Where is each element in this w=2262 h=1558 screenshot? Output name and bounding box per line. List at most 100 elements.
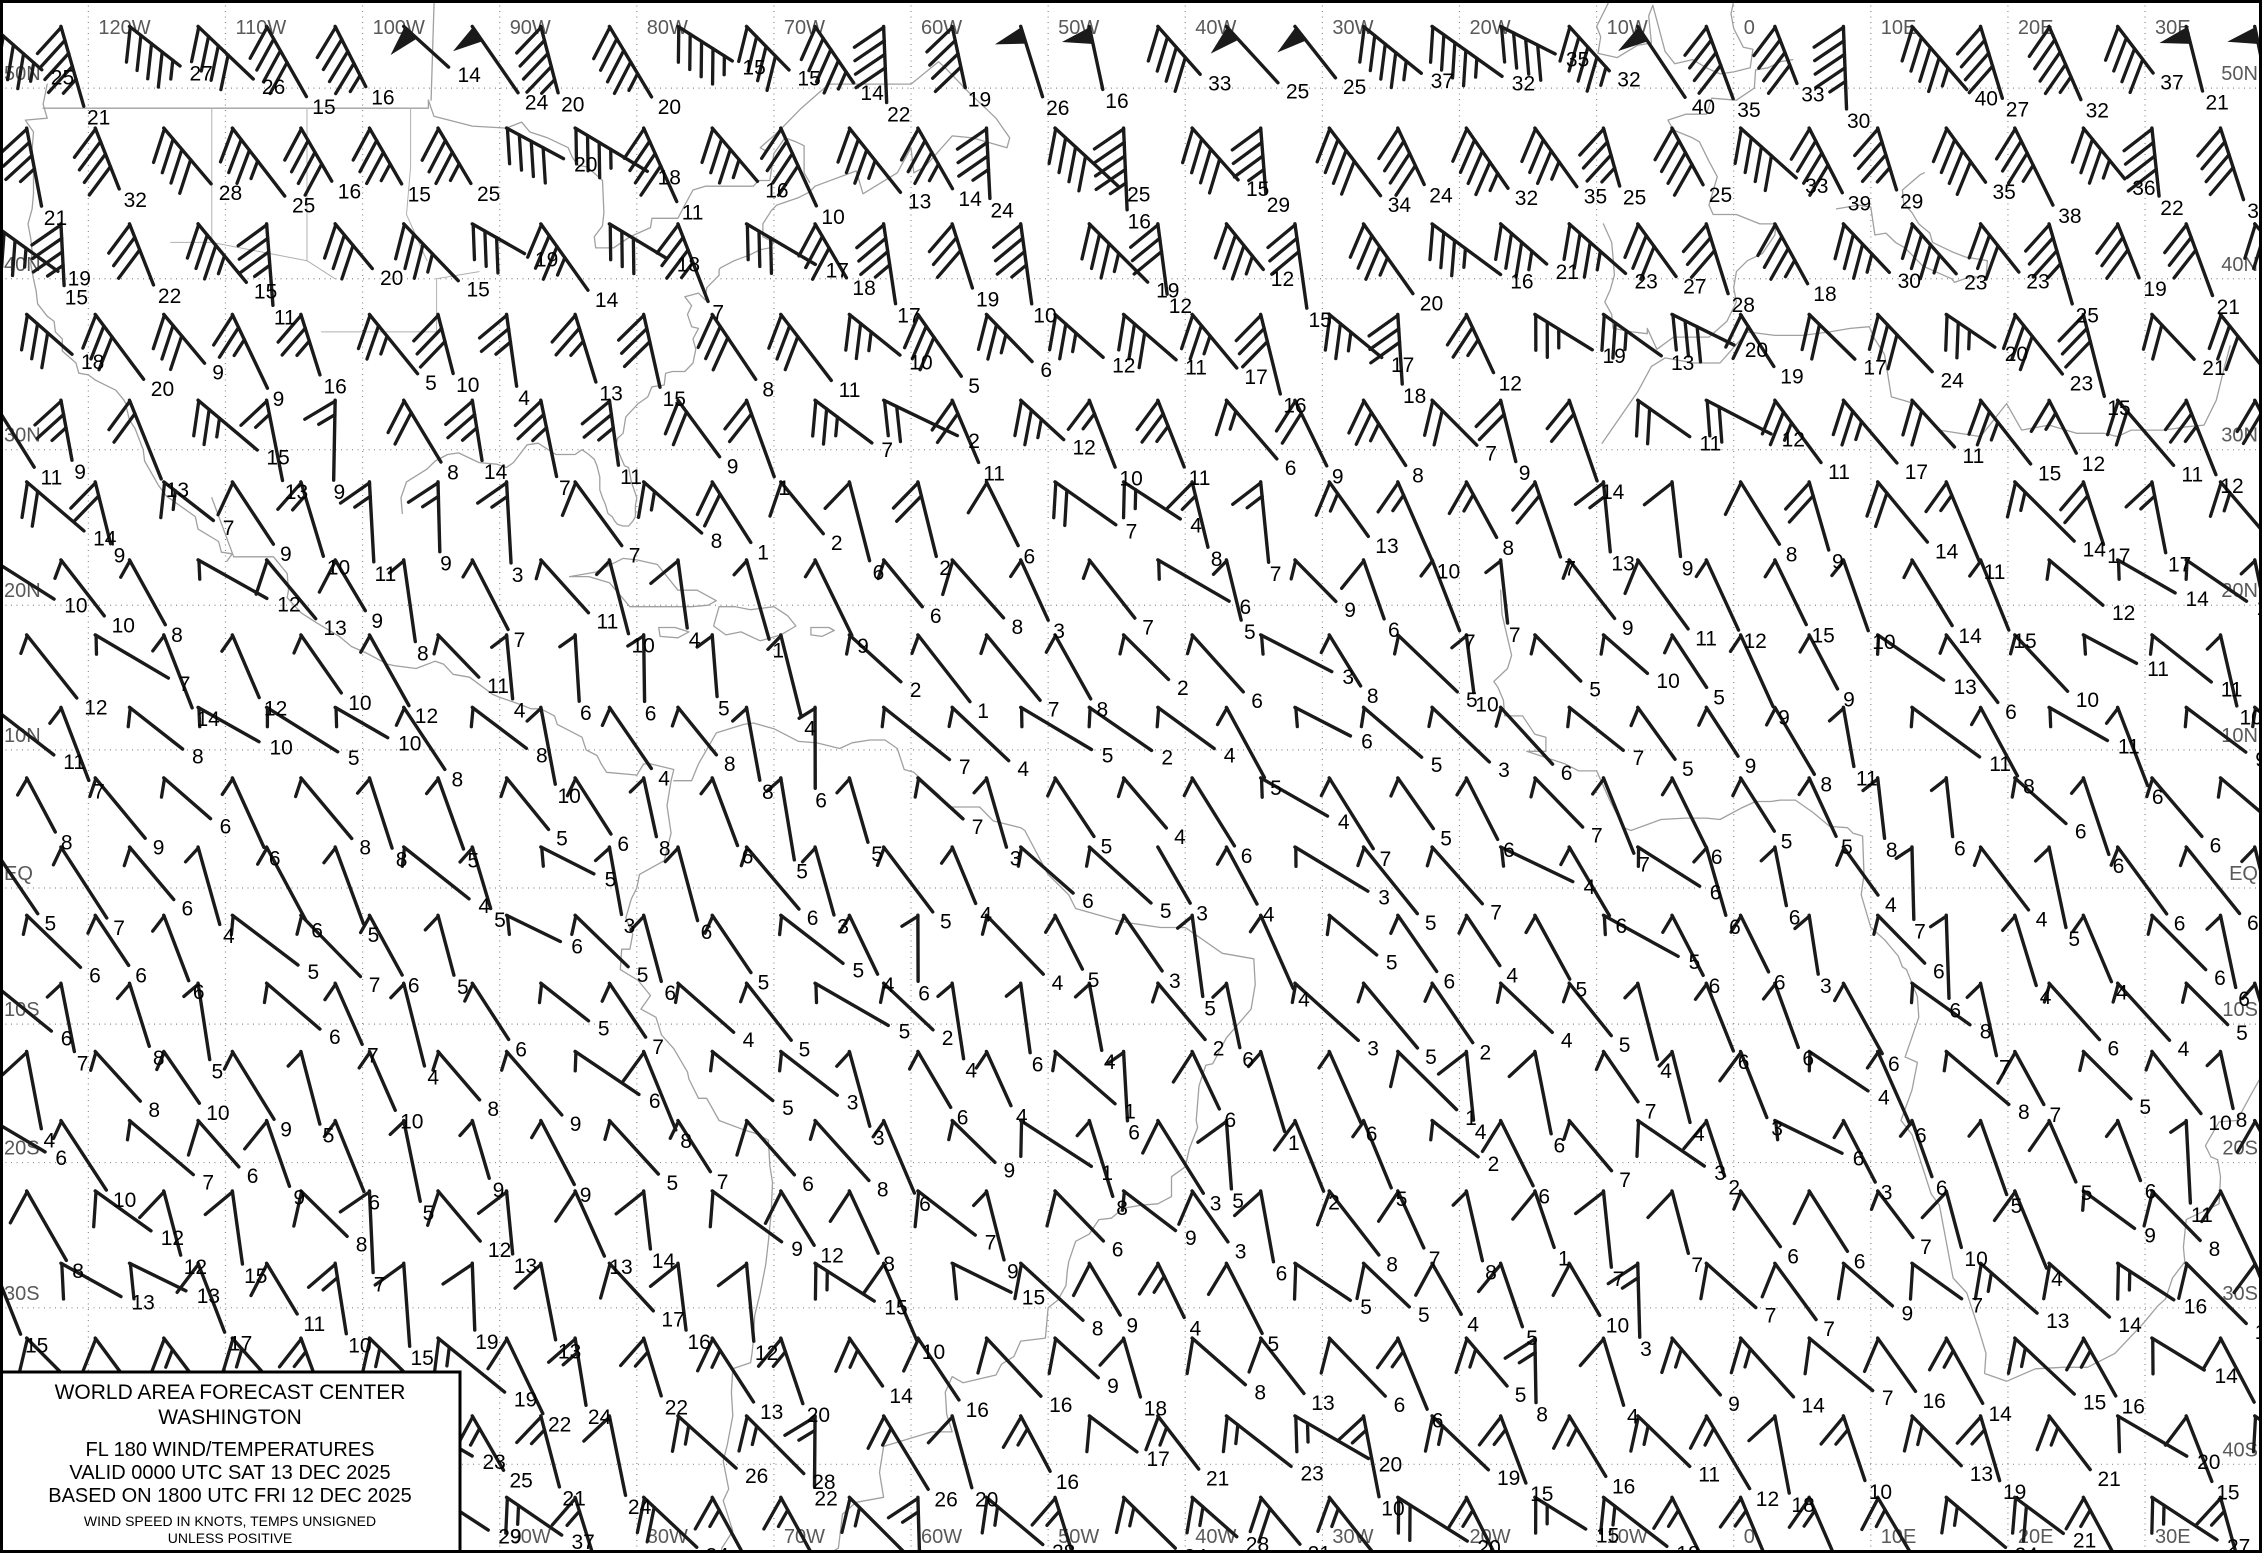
svg-text:11: 11 [1700, 433, 1722, 456]
svg-text:5: 5 [871, 843, 883, 866]
svg-text:6: 6 [329, 1026, 341, 1049]
svg-text:12: 12 [84, 696, 107, 719]
svg-text:23: 23 [1635, 270, 1658, 293]
svg-text:18: 18 [677, 253, 700, 276]
svg-text:13: 13 [1375, 535, 1398, 558]
svg-text:6: 6 [664, 982, 676, 1005]
svg-text:1: 1 [1101, 1162, 1113, 1185]
svg-text:15: 15 [408, 183, 431, 206]
svg-text:10: 10 [2076, 689, 2099, 712]
svg-text:7: 7 [1509, 624, 1521, 647]
svg-text:4: 4 [980, 904, 992, 927]
svg-text:10N: 10N [4, 725, 41, 747]
svg-text:37: 37 [2160, 72, 2183, 95]
svg-text:12: 12 [264, 698, 287, 721]
svg-text:7: 7 [1048, 699, 1060, 722]
svg-text:25: 25 [1127, 183, 1150, 206]
svg-text:15: 15 [254, 281, 277, 304]
svg-text:7: 7 [1490, 902, 1502, 925]
svg-text:11: 11 [1989, 753, 2011, 776]
svg-text:UNLESS POSITIVE: UNLESS POSITIVE [168, 1530, 292, 1546]
svg-text:5: 5 [1619, 1034, 1631, 1057]
svg-text:32: 32 [1512, 72, 1535, 95]
svg-text:18: 18 [81, 351, 104, 374]
svg-text:9: 9 [114, 544, 126, 567]
svg-text:4: 4 [478, 895, 490, 918]
svg-text:4: 4 [2040, 986, 2052, 1009]
svg-text:6: 6 [247, 1165, 259, 1188]
svg-text:5: 5 [1425, 912, 1437, 935]
svg-text:30: 30 [1898, 270, 1921, 293]
svg-text:11: 11 [1856, 767, 1878, 790]
svg-text:25: 25 [1286, 81, 1309, 104]
svg-text:11: 11 [303, 1313, 325, 1336]
svg-text:15: 15 [2038, 462, 2061, 485]
svg-text:3: 3 [1771, 1118, 1783, 1141]
svg-text:8: 8 [148, 1099, 160, 1122]
svg-text:5: 5 [796, 861, 808, 884]
svg-text:13: 13 [197, 1285, 220, 1308]
svg-text:15: 15 [244, 1265, 267, 1288]
svg-text:14: 14 [458, 64, 482, 87]
svg-text:35: 35 [1993, 181, 2016, 204]
svg-text:9: 9 [273, 388, 285, 411]
svg-text:7: 7 [113, 917, 125, 940]
svg-text:9: 9 [1728, 1393, 1740, 1416]
svg-text:11: 11 [2118, 735, 2140, 758]
svg-text:15: 15 [266, 447, 289, 470]
svg-text:50N: 50N [2221, 63, 2258, 85]
svg-text:6: 6 [2174, 913, 2186, 936]
svg-text:11: 11 [1698, 1464, 1720, 1487]
svg-text:4: 4 [2036, 908, 2048, 931]
svg-text:5: 5 [968, 375, 980, 398]
svg-text:2: 2 [1161, 746, 1173, 769]
svg-text:16: 16 [1128, 211, 1151, 234]
svg-text:6: 6 [55, 1147, 67, 1170]
svg-text:7: 7 [1823, 1318, 1835, 1341]
svg-text:19: 19 [976, 289, 999, 312]
svg-text:FL 180 WIND/TEMPERATURES: FL 180 WIND/TEMPERATURES [86, 1439, 375, 1461]
svg-text:2: 2 [831, 532, 843, 555]
svg-text:1: 1 [1558, 1248, 1570, 1271]
svg-text:4: 4 [1263, 904, 1275, 927]
svg-text:12: 12 [1744, 630, 1767, 653]
svg-text:30: 30 [1847, 110, 1870, 133]
svg-text:2: 2 [1177, 677, 1189, 700]
svg-text:5: 5 [1526, 1327, 1538, 1350]
svg-text:4: 4 [427, 1067, 439, 1090]
svg-text:3: 3 [873, 1127, 885, 1150]
svg-text:14: 14 [1958, 625, 1982, 648]
svg-text:4: 4 [2051, 1268, 2063, 1291]
svg-text:28: 28 [1732, 294, 1755, 317]
svg-text:14: 14 [197, 708, 221, 731]
svg-text:5: 5 [1781, 830, 1793, 853]
svg-text:10: 10 [1606, 1315, 1629, 1338]
svg-text:22: 22 [887, 104, 910, 127]
svg-text:15: 15 [411, 1347, 434, 1370]
svg-text:0: 0 [1744, 17, 1755, 39]
svg-text:23: 23 [1301, 1463, 1324, 1486]
svg-text:5: 5 [1713, 686, 1725, 709]
svg-text:13: 13 [558, 1341, 581, 1364]
svg-text:19: 19 [514, 1389, 537, 1412]
svg-text:6: 6 [1915, 1125, 1927, 1148]
svg-text:7: 7 [652, 1036, 664, 1059]
svg-text:16: 16 [2184, 1295, 2207, 1318]
svg-text:21: 21 [562, 1488, 585, 1511]
svg-text:9: 9 [2144, 1224, 2156, 1247]
svg-text:8: 8 [711, 530, 723, 553]
svg-text:9: 9 [1519, 462, 1531, 485]
svg-text:10: 10 [456, 374, 479, 397]
svg-text:21: 21 [2206, 92, 2229, 115]
svg-text:6: 6 [807, 907, 819, 930]
svg-text:5: 5 [758, 972, 770, 995]
svg-text:8: 8 [1092, 1317, 1104, 1340]
svg-text:15: 15 [65, 287, 88, 310]
svg-text:15: 15 [312, 96, 335, 119]
svg-text:6: 6 [1361, 730, 1373, 753]
svg-text:9: 9 [580, 1184, 592, 1207]
svg-text:9: 9 [1832, 551, 1844, 574]
svg-text:EQ: EQ [2229, 863, 2258, 885]
svg-text:20: 20 [975, 1488, 998, 1511]
svg-text:WASHINGTON: WASHINGTON [158, 1406, 302, 1429]
